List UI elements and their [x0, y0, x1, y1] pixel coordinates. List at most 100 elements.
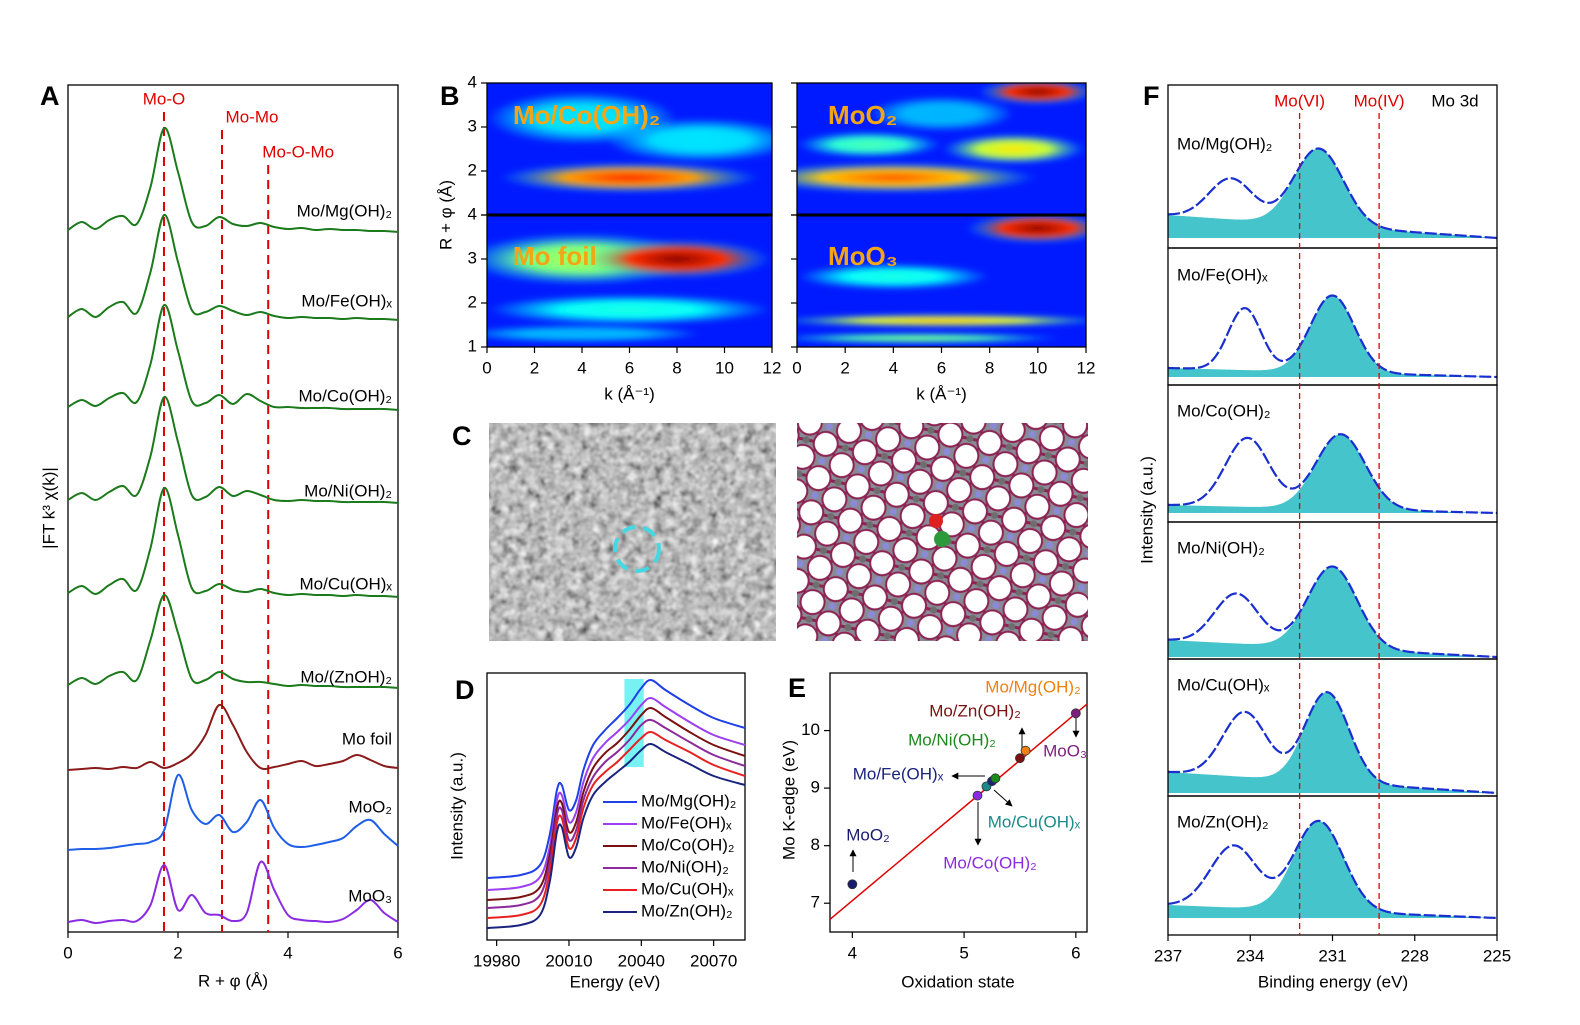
hotspot: [965, 215, 1086, 244]
x-tick-label: 10: [1028, 358, 1047, 377]
map-title: Mo foil: [513, 241, 597, 271]
peak-fill: [1168, 820, 1497, 918]
hotspots: [487, 91, 772, 194]
data-line: [486, 718, 746, 909]
x-axis-label: k (Å⁻¹): [604, 384, 655, 403]
point: [972, 790, 983, 801]
y-tick-label: 4: [468, 72, 477, 91]
heatmap: [797, 215, 1086, 347]
arrow: [993, 789, 1013, 807]
y-tick-label: 2: [468, 160, 477, 179]
hotspot: [797, 332, 1062, 344]
series-label: MoO₂: [349, 797, 392, 816]
hotspot: [487, 294, 772, 325]
fit-curve: [1167, 294, 1498, 379]
x-tick-label: 237: [1154, 946, 1182, 965]
atom-green: [934, 531, 950, 547]
y-tick-label: 3: [468, 116, 477, 135]
point-label: MoO₂: [846, 825, 889, 844]
heatmap: [797, 83, 1086, 215]
panel-label: E: [788, 673, 806, 703]
hotspots: [487, 232, 772, 343]
panel-name: Mo/Co(OH)₂: [1177, 401, 1271, 420]
data-line: [67, 303, 399, 411]
x-axis-label: Binding energy (eV): [1258, 972, 1408, 991]
hotspot: [797, 131, 942, 158]
legend-label: Mo/Ni(OH)₂: [641, 857, 729, 876]
x-axis-label: Oxidation state: [901, 972, 1014, 991]
panel-name: Mo/Mg(OH)₂: [1177, 134, 1272, 153]
point-label: Mo/Mg(OH)₂: [985, 677, 1080, 696]
x-tick-label: 8: [985, 358, 994, 377]
x-tick-label: 19980: [473, 951, 520, 970]
heatmap: [487, 83, 772, 215]
reference-label: Mo-Mo: [226, 107, 279, 126]
panel-label: C: [452, 421, 472, 451]
fit-curve: [1167, 565, 1498, 659]
panel-name: Mo/Cu(OH)ₓ: [1177, 675, 1270, 694]
data-line: [486, 742, 746, 929]
series-label: Mo/Co(OH)₂: [299, 386, 393, 405]
hotspots: [797, 83, 1086, 193]
map-title: Mo/Co(OH)₂: [513, 100, 660, 130]
x-tick-label: 228: [1401, 946, 1429, 965]
point-label: Mo/Cu(OH)ₓ: [988, 812, 1081, 831]
x-tick-label: 4: [283, 943, 292, 962]
panel-label: B: [440, 81, 460, 111]
legend-label: Mo/Fe(OH)ₓ: [641, 813, 732, 832]
point-label: MoO₃: [1043, 741, 1087, 760]
panel-label: A: [40, 81, 60, 111]
x-tick-label: 5: [959, 943, 968, 962]
x-tick-label: 12: [1077, 358, 1096, 377]
x-axis-label: k (Å⁻¹): [916, 384, 967, 403]
point: [1015, 753, 1025, 764]
x-tick-label: 225: [1483, 946, 1511, 965]
x-tick-label: 6: [937, 358, 946, 377]
fit-curve: [1167, 690, 1498, 795]
x-tick-label: 0: [63, 943, 72, 962]
x-tick-label: 8: [672, 358, 681, 377]
atom-red: [929, 514, 943, 528]
y-axis-label: R + φ (Å): [436, 180, 455, 250]
data-line: [67, 126, 399, 233]
plot-frame: [486, 672, 746, 941]
hotspot: [582, 239, 772, 279]
peak-fill: [1168, 295, 1497, 377]
hotspot: [487, 325, 701, 343]
y-tick-label: 4: [468, 204, 477, 223]
hotspot: [797, 162, 1038, 193]
x-tick-label: 20010: [545, 951, 592, 970]
peak-fill: [1168, 434, 1497, 513]
data-line: [486, 679, 746, 879]
legend-label: Mo/Zn(OH)₂: [641, 901, 733, 920]
legend-label: Mo/Mg(OH)₂: [641, 791, 736, 810]
x-tick-label: 231: [1318, 946, 1346, 965]
x-tick-label: 12: [763, 358, 782, 377]
x-tick-label: 2: [530, 358, 539, 377]
x-axis-label: Energy (eV): [570, 972, 661, 991]
hotspot: [498, 162, 761, 194]
reference-label: Mo-O: [143, 89, 186, 108]
series-label: Mo/Fe(OH)ₓ: [301, 291, 392, 310]
heatmap: [487, 215, 772, 347]
x-tick-label: 0: [792, 358, 801, 377]
data-line: [67, 703, 399, 771]
hotspot: [941, 133, 1086, 165]
point: [1020, 745, 1031, 756]
panel-label: F: [1143, 81, 1160, 111]
x-tick-label: 4: [577, 358, 586, 377]
point-label: Mo/Zn(OH)₂: [929, 701, 1021, 720]
hotspot: [797, 263, 990, 290]
legend-label: Mo/Cu(OH)ₓ: [641, 879, 734, 898]
series-label: MoO₃: [348, 886, 392, 905]
y-tick-label: 3: [468, 248, 477, 267]
x-tick-label: 20040: [618, 951, 665, 970]
y-axis-label: |FT k³ χ(k)|: [39, 467, 58, 549]
data-line: [486, 706, 746, 901]
y-axis-label: Intensity (a.u.): [447, 752, 466, 860]
fit-curve: [1167, 819, 1498, 920]
data-line: [67, 773, 399, 851]
fit-curve: [1167, 433, 1498, 515]
